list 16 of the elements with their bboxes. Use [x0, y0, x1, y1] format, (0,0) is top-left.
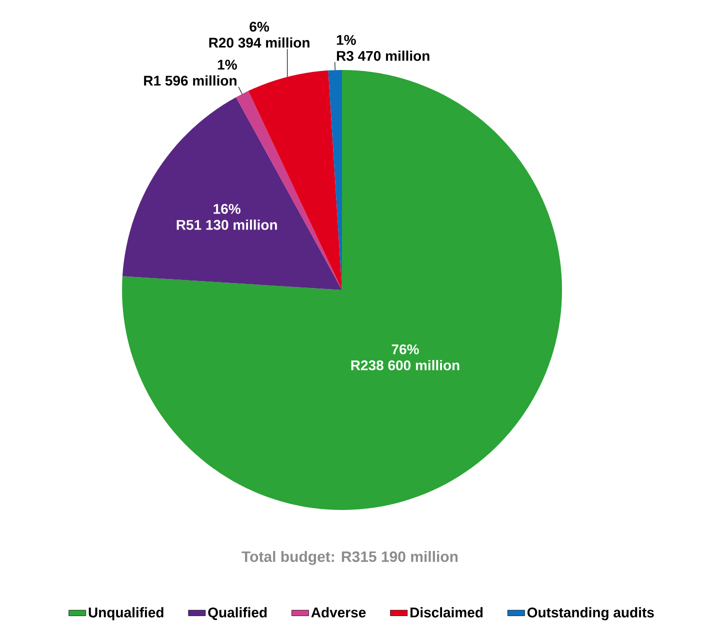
data-label: 16% — [214, 204, 240, 214]
data-label: 6% — [250, 22, 270, 32]
data-label: 1% — [336, 35, 356, 45]
legend-label: Outstanding audits — [527, 607, 654, 620]
data-label: 76% — [392, 344, 419, 354]
text: R238 600 million — [351, 360, 460, 370]
data-label: 1% — [218, 60, 237, 70]
text: R3 470 million — [336, 50, 430, 61]
text: R1 596 million — [144, 75, 236, 86]
legend-label: Disclaimed — [410, 607, 483, 618]
text: Total budget: R315 190 million — [242, 550, 458, 565]
legend-label: Adverse — [311, 607, 366, 618]
text: R20 394 million — [209, 37, 310, 48]
legend-label: Unqualified — [88, 607, 164, 620]
text: R51 130 million — [176, 220, 277, 230]
legend-label: Qualified — [208, 607, 267, 620]
